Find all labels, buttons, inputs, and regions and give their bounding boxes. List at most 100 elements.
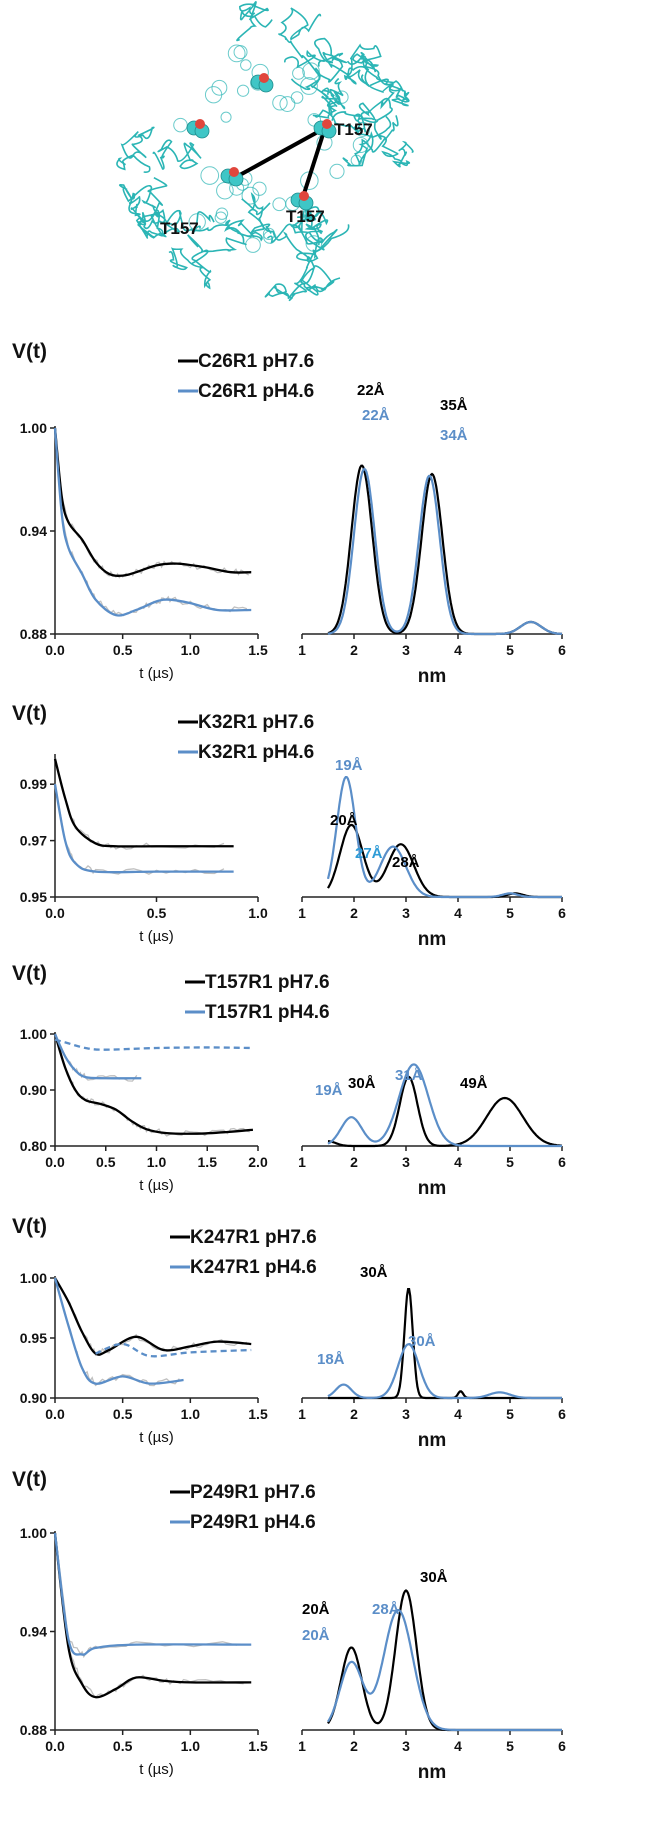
distance-x-tick-label: 5 bbox=[506, 1406, 514, 1422]
helix-ring bbox=[335, 90, 349, 104]
x-axis-label: t (µs) bbox=[139, 1429, 173, 1446]
helix-ring bbox=[329, 163, 345, 179]
helix-ring bbox=[292, 66, 305, 80]
helix-ring bbox=[245, 237, 261, 253]
raw-data-trace bbox=[54, 758, 225, 850]
panel-5: V(t) 1.00 0.94 0.880.0 0.5 1.0 1.5 t (µs) 1 2 3 4 5 6… bbox=[12, 1468, 566, 1783]
distance-x-tick-label: 2 bbox=[350, 1154, 358, 1170]
x-tick-label: 0.0 bbox=[45, 1154, 65, 1170]
oxygen-atom bbox=[259, 73, 269, 83]
x-tick-label: 1.5 bbox=[248, 642, 268, 658]
distance-x-tick-label: 5 bbox=[506, 1154, 514, 1170]
x-tick-label: 1.0 bbox=[181, 1738, 201, 1754]
helix-ring bbox=[302, 62, 320, 80]
oxygen-atom bbox=[299, 191, 309, 201]
helix-ring bbox=[352, 136, 369, 153]
helix-ring bbox=[272, 95, 288, 111]
distance-annotation: 28Å bbox=[372, 1601, 400, 1618]
distance-annotation: 30Å bbox=[408, 1333, 436, 1350]
y-tick-label: 0.88 bbox=[20, 626, 47, 642]
backbone-ribbon bbox=[373, 118, 414, 168]
x-tick-label: 0.0 bbox=[45, 905, 65, 921]
backbone-ribbon bbox=[290, 43, 382, 91]
y-tick-label: 0.99 bbox=[20, 776, 47, 792]
x-tick-label: 1.0 bbox=[248, 905, 268, 921]
raw-data-trace bbox=[54, 428, 248, 617]
distance-distribution-curve bbox=[327, 464, 563, 636]
legend-label: T157R1 pH7.6 bbox=[205, 972, 330, 993]
helix-ring bbox=[227, 44, 246, 63]
distance-x-tick-label: 1 bbox=[298, 905, 306, 921]
y-tick-label: 0.97 bbox=[20, 833, 47, 849]
distance-annotation: 30Å bbox=[348, 1075, 376, 1092]
fit-curve bbox=[53, 1033, 254, 1135]
background-fit-dashed bbox=[95, 1342, 252, 1358]
distance-x-tick-label: 3 bbox=[402, 642, 410, 658]
legend-label: C26R1 pH7.6 bbox=[198, 351, 314, 372]
helix-ring bbox=[355, 121, 371, 137]
legend-label: K32R1 pH7.6 bbox=[198, 712, 314, 733]
backbone-ribbon bbox=[312, 87, 392, 139]
backbone-ribbon bbox=[343, 65, 405, 94]
fit-curve bbox=[53, 783, 234, 874]
y-tick-label: 0.88 bbox=[20, 1722, 47, 1738]
backbone-ribbon bbox=[128, 195, 160, 230]
helix-ring bbox=[173, 117, 188, 133]
x-tick-label: 1.0 bbox=[181, 642, 201, 658]
helix-ring bbox=[290, 91, 304, 104]
backbone-ribbon bbox=[236, 1, 273, 42]
helix-ring bbox=[211, 79, 228, 96]
y-tick-label: 0.80 bbox=[20, 1138, 47, 1154]
y-axis-label: V(t) bbox=[12, 962, 47, 985]
distance-x-tick-label: 2 bbox=[350, 905, 358, 921]
helix-ring bbox=[188, 213, 206, 231]
y-tick-label: 0.90 bbox=[20, 1082, 47, 1098]
oxygen-atom bbox=[322, 119, 332, 129]
x-tick-label: 0.5 bbox=[113, 1738, 133, 1754]
distance-x-axis-label: nm bbox=[418, 1178, 447, 1199]
distance-line bbox=[300, 127, 327, 201]
raw-data-trace bbox=[54, 1277, 180, 1387]
distance-x-tick-label: 3 bbox=[402, 905, 410, 921]
x-tick-label: 0.0 bbox=[45, 1738, 65, 1754]
y-tick-label: 1.00 bbox=[20, 1270, 47, 1286]
distance-distribution-curve bbox=[328, 1288, 562, 1400]
distance-x-tick-label: 6 bbox=[558, 642, 566, 658]
distance-x-axis-label: nm bbox=[418, 1762, 447, 1783]
helix-ring bbox=[220, 111, 232, 123]
distance-x-tick-label: 5 bbox=[506, 905, 514, 921]
y-tick-label: 0.95 bbox=[20, 889, 47, 905]
helix-ring bbox=[262, 227, 276, 240]
y-tick-label: 1.00 bbox=[20, 1525, 47, 1541]
backbone-ribbon bbox=[346, 51, 396, 86]
x-axis-label: t (µs) bbox=[139, 1177, 173, 1194]
distance-annotation: 31Å bbox=[395, 1067, 423, 1084]
helix-ring bbox=[214, 211, 227, 224]
y-tick-label: 1.00 bbox=[20, 1026, 47, 1042]
distance-annotation: 49Å bbox=[460, 1075, 488, 1092]
distance-x-tick-label: 4 bbox=[454, 905, 462, 921]
distance-x-tick-label: 3 bbox=[402, 1406, 410, 1422]
distance-x-tick-label: 3 bbox=[402, 1738, 410, 1754]
distance-x-tick-label: 6 bbox=[558, 1406, 566, 1422]
helix-ring bbox=[300, 77, 318, 95]
distance-x-axis-label: nm bbox=[418, 929, 447, 950]
distance-annotation: 18Å bbox=[317, 1351, 345, 1368]
y-axis-label: V(t) bbox=[12, 702, 47, 725]
distance-annotation: 19Å bbox=[335, 757, 363, 774]
distance-x-tick-label: 6 bbox=[558, 1154, 566, 1170]
x-tick-label: 2.0 bbox=[248, 1154, 268, 1170]
distance-annotation: 27Å bbox=[355, 845, 383, 862]
fit-curve bbox=[53, 1277, 252, 1356]
y-axis-label: V(t) bbox=[12, 340, 47, 363]
distance-annotation: 30Å bbox=[420, 1569, 448, 1586]
residue-label-t157-right: T157 bbox=[334, 120, 373, 139]
distance-x-tick-label: 4 bbox=[454, 1738, 462, 1754]
distance-x-axis-label: nm bbox=[418, 1430, 447, 1451]
distance-annotation: 20Å bbox=[330, 812, 358, 829]
legend-label: P249R1 pH7.6 bbox=[190, 1482, 316, 1503]
fit-curve bbox=[53, 1532, 252, 1699]
legend-label: P249R1 pH4.6 bbox=[190, 1512, 316, 1533]
x-tick-label: 1.5 bbox=[248, 1738, 268, 1754]
